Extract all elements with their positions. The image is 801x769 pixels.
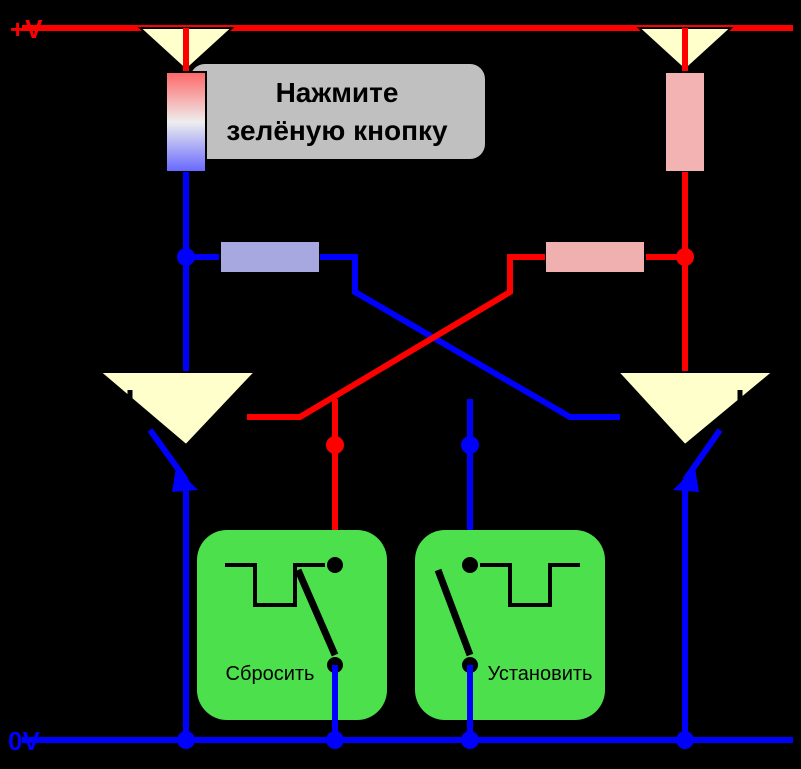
ground-node-q2 <box>676 731 694 749</box>
flipflop-circuit-diagram: +V 0V Нажмите зелёную кнопку <box>0 0 801 769</box>
resistor-r4 <box>545 241 645 273</box>
instruction-line2: зелёную кнопку <box>226 115 448 146</box>
set-switch-box[interactable] <box>415 530 605 720</box>
ground-node-set <box>461 731 479 749</box>
reset-switch-top-terminal <box>327 557 343 573</box>
ground-node-reset <box>326 731 344 749</box>
node-right-collector <box>676 248 694 266</box>
resistor-r1 <box>166 72 206 172</box>
node-left-collector <box>177 248 195 266</box>
resistor-r2 <box>665 72 705 172</box>
cross-wire-right-to-left-base <box>247 257 545 417</box>
resistor-r3 <box>220 241 320 273</box>
positive-rail-label: +V <box>10 14 43 44</box>
node-set-tap <box>461 436 479 454</box>
reset-switch-box[interactable] <box>197 530 387 720</box>
reset-switch-label: Сбросить <box>226 663 315 685</box>
node-reset-tap <box>326 436 344 454</box>
transistor-q2 <box>618 372 773 740</box>
set-switch-label: Установить <box>488 663 593 685</box>
ground-rail-label: 0V <box>8 726 40 756</box>
set-switch-top-terminal <box>462 557 478 573</box>
instruction-line1: Нажмите <box>276 77 399 108</box>
ground-node-q1 <box>177 731 195 749</box>
cross-wire-left-to-right-base <box>320 257 620 417</box>
